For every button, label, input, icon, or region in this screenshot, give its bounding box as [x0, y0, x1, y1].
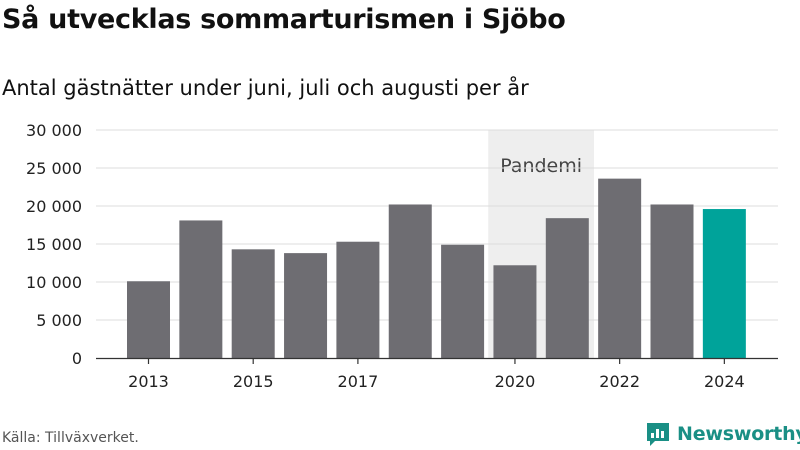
bar-2024: [702, 209, 746, 358]
y-tick-label: 25 000: [26, 159, 82, 178]
bar-2014: [179, 220, 223, 358]
x-tick-label: 2024: [704, 372, 745, 391]
chart-title: Så utvecklas sommarturismen i Sjöbo: [2, 4, 566, 35]
bar-2022: [598, 178, 642, 358]
y-tick-label: 10 000: [26, 273, 82, 292]
x-tick-label: 2017: [338, 372, 379, 391]
bar-2020: [493, 265, 537, 358]
bar-2017: [336, 241, 380, 358]
bar-2013: [127, 281, 170, 358]
x-tick-label: 2022: [599, 372, 640, 391]
bar-2019: [441, 244, 485, 358]
bar-2021: [545, 218, 589, 358]
chart-subtitle: Antal gästnätter under juni, juli och au…: [2, 76, 529, 100]
bar-2015: [231, 249, 275, 358]
y-tick-label: 15 000: [26, 235, 82, 254]
newsworthy-logo-text: Newsworthy: [677, 423, 800, 445]
y-tick-label: 5 000: [36, 311, 82, 330]
x-tick-label: 2013: [128, 372, 169, 391]
newsworthy-logo-icon: [647, 423, 669, 446]
x-tick-label: 2015: [233, 372, 274, 391]
bar-2016: [284, 253, 328, 358]
y-tick-label: 0: [72, 349, 82, 368]
y-tick-label: 30 000: [26, 121, 82, 140]
source-note: Källa: Tillväxverket.: [2, 430, 139, 446]
x-tick-label: 2020: [495, 372, 536, 391]
bar-chart: Pandemi 0 5 000 10 000 15 000 20 000 25 000 30…: [26, 121, 778, 391]
newsworthy-logo: Newsworthy: [645, 420, 800, 448]
axes: 2013 2015 2017 2020 2022 2024: [96, 357, 778, 391]
bar-2023: [650, 204, 694, 358]
y-tick-label: 20 000: [26, 197, 82, 216]
bars: [127, 178, 746, 358]
pandemic-label: Pandemi: [500, 155, 582, 177]
bar-2018: [388, 204, 432, 358]
